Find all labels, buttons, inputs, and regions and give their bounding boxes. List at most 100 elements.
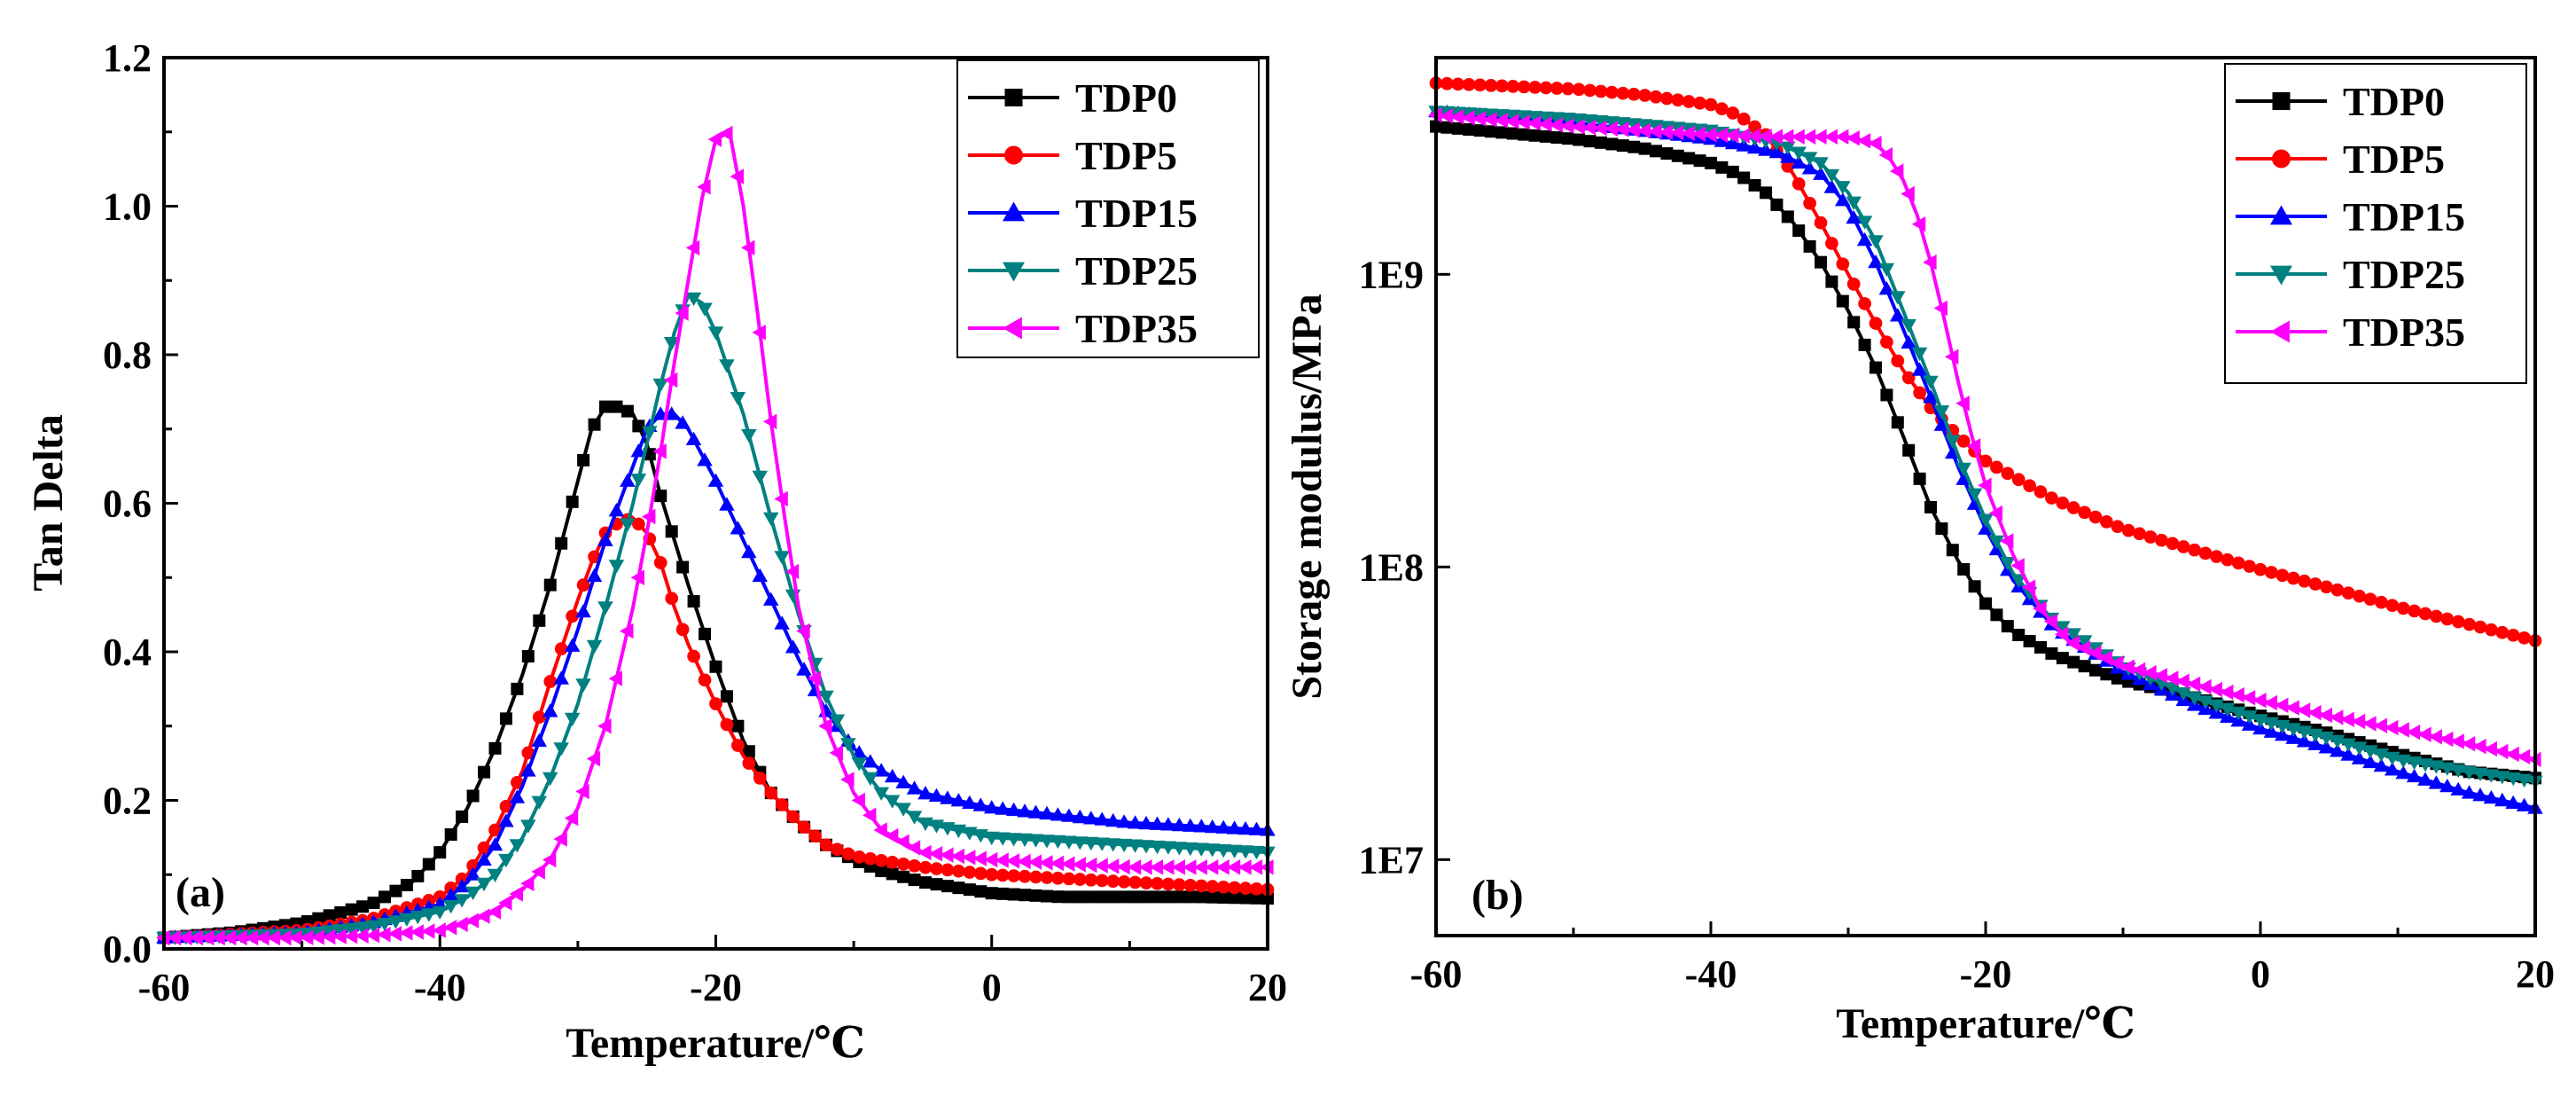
- series-tdp35-point: [1835, 129, 1849, 145]
- series-tdp25-point: [2000, 557, 2016, 571]
- series-tdp5-point: [731, 739, 745, 752]
- series-tdp0-point: [1748, 178, 1761, 192]
- series-tdp0-point: [1880, 388, 1893, 402]
- series-tdp25-point: [851, 757, 868, 772]
- series-tdp0-point: [1540, 129, 1552, 143]
- series-tdp0-point: [323, 909, 336, 922]
- series-tdp35-point: [1923, 254, 1937, 270]
- series-tdp15-point: [2275, 727, 2291, 741]
- series-tdp15-point: [2318, 740, 2335, 754]
- series-tdp35-point: [1138, 859, 1152, 875]
- series-tdp35-point: [707, 131, 722, 147]
- series-tdp0-point: [1440, 121, 1454, 134]
- series-tdp0-point: [1128, 890, 1142, 904]
- series-tdp35-point: [675, 305, 689, 321]
- series-tdp5-point: [1605, 85, 1619, 99]
- series-tdp25-point: [1901, 318, 1916, 333]
- series-tdp35-point: [1027, 854, 1042, 870]
- series-tdp25-point: [2395, 754, 2411, 769]
- series-tdp5-point: [2066, 501, 2080, 514]
- series-tdp35-point: [266, 929, 281, 946]
- series-tdp15-point: [2340, 747, 2356, 761]
- series-tdp25-point: [1039, 835, 1055, 849]
- series-tdp5-point: [1228, 881, 1241, 895]
- series-tdp5-point: [1462, 77, 1476, 91]
- panel-a-y-tick-label: 0.4: [103, 631, 152, 674]
- series-tdp0-point: [1979, 597, 1992, 610]
- series-tdp35-point: [2275, 697, 2289, 714]
- series-tdp5-point: [1550, 82, 1564, 95]
- series-tdp0-point: [1870, 361, 1882, 374]
- series-tdp15-point: [442, 888, 459, 902]
- series-tdp0-point: [1715, 161, 1729, 174]
- series-tdp5-point: [930, 862, 943, 875]
- series-tdp0-point: [1473, 124, 1487, 137]
- series-tdp35-point: [543, 851, 557, 868]
- series-tdp25-point: [498, 853, 514, 868]
- series-tdp25-point: [476, 877, 492, 892]
- series-tdp35-point: [1681, 125, 1695, 142]
- series-tdp15-point: [1127, 815, 1144, 829]
- panel-a-x-tick-label: -40: [414, 966, 466, 1009]
- panel-b-y-axis-label: Storage modulus/MPa: [1284, 294, 1331, 699]
- series-tdp0-point: [1140, 890, 1153, 904]
- series-tdp25-point: [1237, 845, 1253, 859]
- series-tdp35-point: [1072, 857, 1086, 873]
- panel-b-legend-label: TDP15: [2343, 194, 2465, 239]
- series-tdp15-point: [785, 639, 801, 654]
- series-tdp35-point: [741, 239, 755, 256]
- series-tdp0-point: [1195, 890, 1208, 904]
- series-tdp0-point: [1118, 890, 1131, 904]
- series-tdp0-point: [1628, 140, 1641, 153]
- series-tdp0-point: [687, 595, 700, 608]
- series-tdp15-point: [752, 568, 768, 583]
- series-tdp25-point: [697, 302, 713, 317]
- series-tdp25-point: [950, 824, 967, 839]
- series-tdp35-point: [2197, 678, 2212, 695]
- series-tdp15-point: [620, 473, 636, 487]
- series-tdp5-point: [1704, 98, 1718, 112]
- panel-b-x-tick-label: -20: [1960, 952, 2012, 996]
- series-tdp0-point: [1228, 891, 1241, 905]
- series-tdp15-point: [741, 545, 757, 559]
- series-tdp35-point: [255, 929, 269, 946]
- series-tdp0-point: [1528, 129, 1542, 142]
- series-tdp35-point: [807, 670, 822, 686]
- series-tdp25-point: [1846, 196, 1862, 210]
- series-tdp0-point: [1705, 156, 1717, 169]
- series-tdp35-point: [2516, 748, 2531, 765]
- series-tdp15-point: [2494, 792, 2510, 807]
- series-tdp0-point: [334, 905, 347, 919]
- series-tdp0-point: [1803, 239, 1816, 253]
- series-tdp5-point: [918, 860, 933, 874]
- series-tdp0-point: [985, 887, 998, 900]
- series-tdp35-point: [1725, 127, 1739, 144]
- series-tdp0-point: [400, 878, 413, 891]
- series-tdp35-point: [818, 718, 832, 734]
- series-tdp25-point: [642, 426, 658, 440]
- series-tdp35-point: [531, 864, 545, 880]
- series-tdp25-point: [322, 925, 338, 939]
- series-tdp25-point: [1813, 157, 1829, 171]
- series-tdp5-point: [2506, 628, 2520, 642]
- series-tdp25-point: [1604, 116, 1620, 130]
- series-tdp0-point: [1891, 416, 1904, 429]
- series-tdp5-point: [853, 850, 866, 864]
- series-tdp35-point: [1768, 129, 1783, 145]
- series-tdp5-point: [2155, 533, 2168, 547]
- series-tdp5-point: [566, 609, 580, 623]
- series-tdp5-point: [720, 717, 734, 732]
- series-tdp5-point: [819, 838, 833, 852]
- series-tdp15-point: [1083, 811, 1099, 825]
- series-tdp0-point: [1760, 186, 1772, 200]
- series-tdp5-point: [675, 623, 690, 637]
- series-tdp25-point: [2076, 635, 2093, 649]
- series-tdp35-point: [2406, 724, 2421, 740]
- panel-a-y-tick-label: 1.0: [103, 185, 152, 229]
- legend-swatch-marker: [2270, 205, 2292, 225]
- series-tdp25-point: [509, 839, 526, 853]
- panel-a-legend-label: TDP0: [1075, 75, 1177, 121]
- series-tdp15-point: [2307, 736, 2323, 750]
- panel-a-series-layer: [156, 125, 1276, 946]
- series-tdp0-point: [444, 828, 457, 842]
